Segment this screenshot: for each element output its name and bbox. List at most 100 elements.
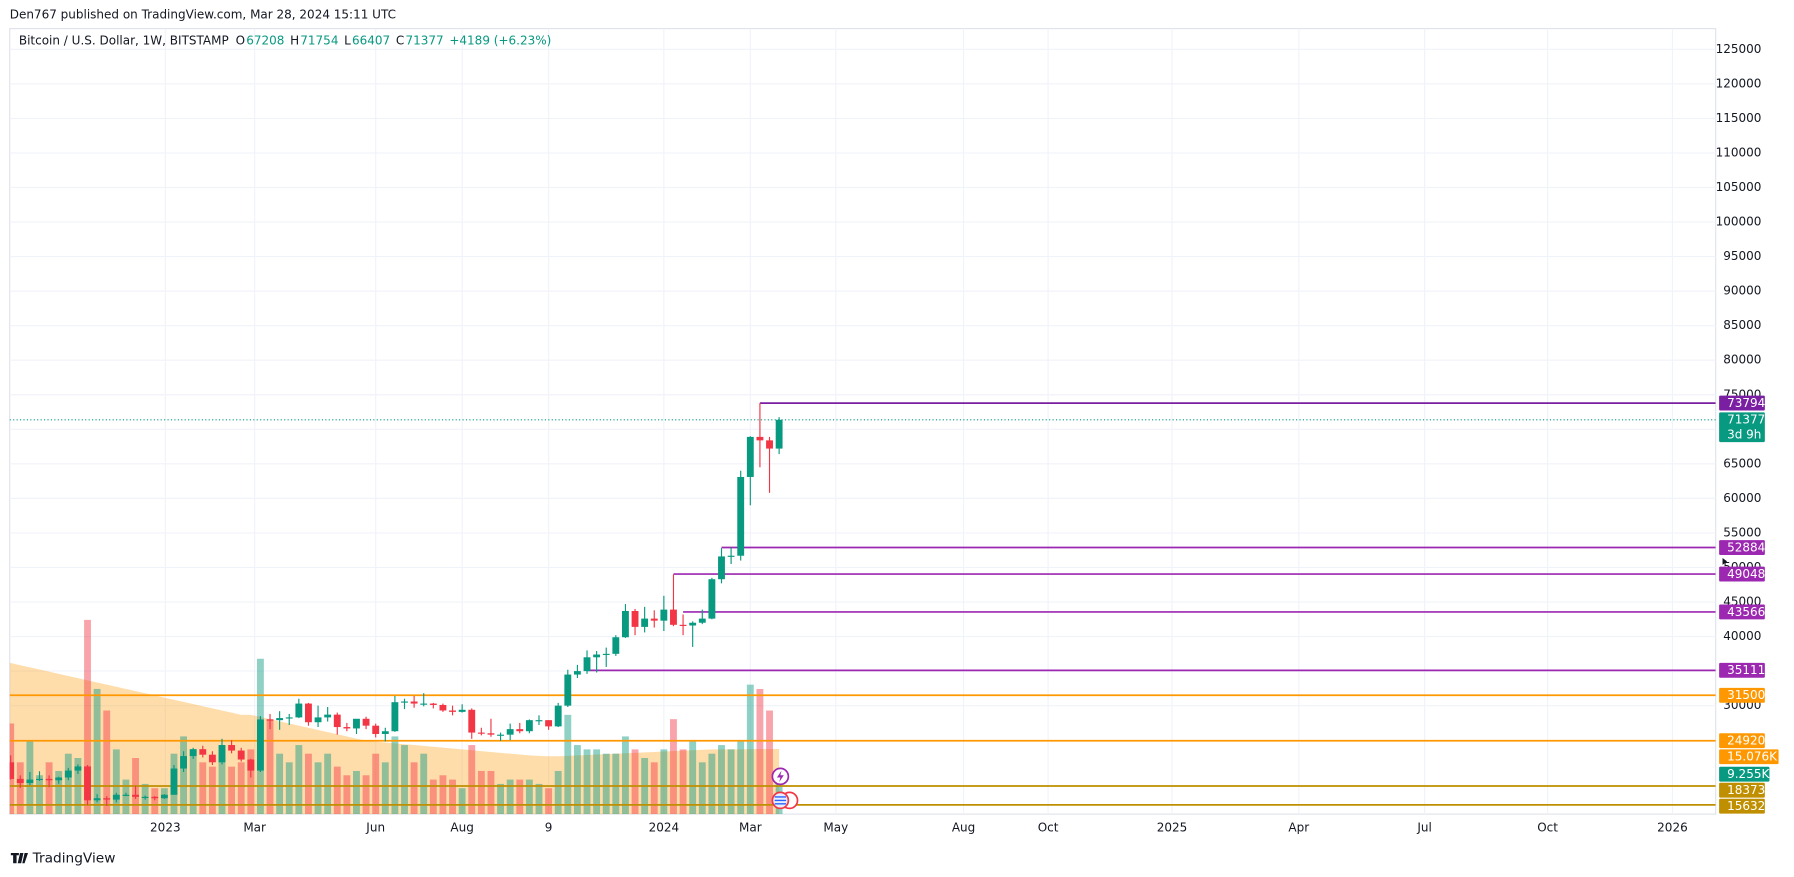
- price-line-label-box: [1719, 395, 1765, 411]
- candle-body: [199, 749, 207, 755]
- candle-body: [439, 704, 447, 711]
- legend-field-value: 71377: [405, 34, 443, 48]
- volume-bar: [506, 779, 514, 815]
- volume-bar: [276, 753, 284, 815]
- lightning-glyph: [776, 770, 784, 783]
- price-line-label: 31500: [1727, 688, 1765, 702]
- y-tick-label: 80000: [1723, 353, 1761, 367]
- legend-field-value: 67208: [246, 34, 284, 48]
- legend-field-value: 66407: [352, 34, 390, 48]
- volume-label-box: [1719, 766, 1770, 782]
- volume-bar: [516, 779, 524, 815]
- candle-body: [660, 609, 668, 621]
- legend-field-label: C: [396, 34, 404, 48]
- candle-body: [516, 729, 524, 732]
- candle-body: [573, 671, 581, 675]
- plot-area: [9, 402, 1716, 815]
- cursor-marker: [1722, 557, 1728, 565]
- grid: [9, 28, 1716, 815]
- x-tick-label: Aug: [952, 820, 975, 834]
- candle-body: [391, 702, 399, 732]
- volume-bar: [650, 762, 658, 815]
- candle-body: [218, 745, 226, 763]
- candle-body: [679, 624, 687, 626]
- volume-bar: [180, 736, 188, 815]
- publisher-header: Den767 published on TradingView.com, Mar…: [10, 7, 396, 21]
- volume-bar: [622, 736, 629, 815]
- x-tick-label: Aug: [450, 820, 473, 834]
- volume-bar: [122, 779, 130, 815]
- volume-bar: [670, 719, 677, 815]
- legend: Bitcoin / U.S. Dollar, 1W, BITSTAMP O 6720…: [19, 34, 551, 48]
- volume-bar: [583, 749, 591, 815]
- volume-bar: [333, 766, 341, 815]
- price-line-label: 24920: [1727, 734, 1765, 748]
- volume-bar: [698, 762, 706, 815]
- price-line-label: 52884: [1727, 540, 1765, 554]
- y-tick-label: 100000: [1716, 215, 1762, 229]
- candle-body: [84, 766, 91, 801]
- volume-bar: [554, 770, 562, 815]
- x-tick-label: Mar: [739, 820, 762, 834]
- candle-body: [362, 718, 370, 726]
- volume-bar: [439, 775, 447, 815]
- y-tick-label: 85000: [1723, 318, 1761, 332]
- volume-label: 9.255K: [1727, 767, 1770, 781]
- volume-bar: [468, 745, 476, 815]
- volume-bar: [218, 749, 226, 815]
- candle-body: [372, 725, 380, 734]
- candle-body: [746, 436, 754, 477]
- volume-bar: [160, 788, 168, 815]
- candle-body: [16, 778, 24, 784]
- candle-body: [64, 770, 72, 778]
- volume-bar: [545, 788, 553, 815]
- candle-body: [631, 610, 639, 627]
- candle-body: [756, 436, 764, 441]
- candle-body: [737, 476, 745, 556]
- candle-body: [458, 709, 466, 712]
- price-line-label-box: [1719, 662, 1765, 678]
- x-tick-label: May: [823, 820, 848, 834]
- candle-body: [554, 705, 562, 727]
- volume-bar: [285, 762, 293, 815]
- candle-body: [593, 654, 601, 658]
- volume-bar: [324, 753, 332, 815]
- candle-body: [180, 756, 188, 769]
- candle-body: [564, 674, 572, 706]
- legend-change: +4189 (+6.23%): [449, 34, 551, 48]
- candle-body: [160, 794, 168, 799]
- volume-ma-label: 15.076K: [1727, 750, 1778, 764]
- candle-body: [122, 794, 130, 796]
- y-tick-label: 65000: [1723, 456, 1761, 470]
- price-line-label-box: [1719, 604, 1765, 620]
- candle-body: [766, 440, 773, 449]
- volume-bar: [353, 770, 360, 815]
- candle-body: [333, 714, 341, 728]
- candle-body: [698, 618, 706, 623]
- volume-bar: [401, 745, 408, 815]
- volume-bar: [737, 740, 745, 815]
- volume-ma-label-box: [1719, 749, 1779, 765]
- candle-body: [208, 754, 216, 763]
- legend-field-value: 71754: [300, 34, 338, 48]
- candle-body: [429, 703, 437, 705]
- volume-bar: [228, 766, 236, 815]
- volume-bar: [458, 788, 466, 815]
- x-tick-label: 9: [545, 820, 553, 834]
- volume-bar: [449, 779, 456, 815]
- candle-body: [410, 701, 418, 704]
- candle-body: [622, 610, 629, 638]
- volume-bar: [497, 783, 504, 815]
- volume-bar: [208, 766, 216, 815]
- candle-body: [112, 794, 120, 800]
- candle-body: [506, 729, 514, 735]
- y-tick-label: 120000: [1716, 76, 1762, 90]
- candle-body: [641, 618, 649, 627]
- candle-body: [477, 732, 485, 734]
- price-line-label-box: [1719, 540, 1765, 555]
- candle-body: [775, 419, 783, 449]
- current-price-label-box: [1719, 412, 1765, 443]
- candle-body: [468, 709, 476, 733]
- candle-body: [189, 749, 197, 757]
